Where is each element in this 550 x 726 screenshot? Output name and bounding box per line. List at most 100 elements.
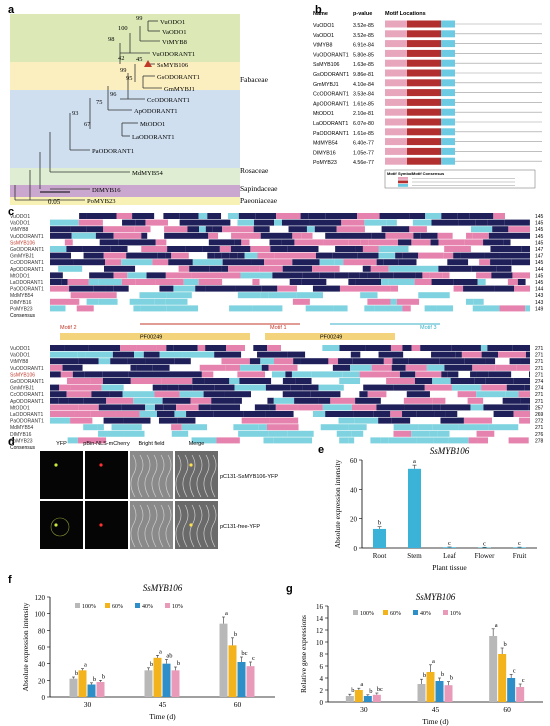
alignment-block bbox=[306, 226, 315, 233]
alignment-block bbox=[488, 437, 509, 444]
alignment-block bbox=[402, 305, 411, 312]
bar bbox=[171, 670, 180, 697]
chart-title: SsMYB106 bbox=[416, 592, 456, 602]
alignment-block bbox=[403, 351, 432, 358]
alignment-block bbox=[166, 345, 174, 351]
alignment-block bbox=[93, 305, 112, 312]
alignment-block bbox=[70, 292, 93, 299]
alignment-block bbox=[146, 272, 166, 279]
alignment-position: 147 bbox=[535, 247, 544, 253]
alignment-block bbox=[463, 417, 493, 424]
alignment-block bbox=[516, 232, 530, 239]
alignment-block bbox=[322, 404, 352, 411]
alignment-block bbox=[257, 252, 275, 259]
alignment-block bbox=[93, 285, 106, 292]
alignment-block bbox=[291, 371, 312, 378]
alignment-block bbox=[374, 305, 403, 312]
alignment-block bbox=[205, 226, 213, 233]
alignment-block bbox=[487, 219, 494, 226]
alignment-block bbox=[134, 351, 144, 358]
cell-outline bbox=[165, 504, 172, 548]
y-tick-label: 20 bbox=[38, 677, 46, 685]
alignment-position: 144 bbox=[535, 267, 544, 273]
legend-swatch bbox=[443, 610, 448, 615]
alignment-seq-name: VtMYB8 bbox=[10, 359, 29, 365]
alignment-block bbox=[513, 404, 529, 411]
significance-letter: bc bbox=[241, 650, 247, 657]
alignment-block bbox=[244, 252, 258, 259]
alignment-block bbox=[254, 404, 270, 411]
alignment-block bbox=[313, 430, 337, 437]
alignment-block bbox=[58, 265, 83, 272]
alignment-block bbox=[275, 404, 298, 411]
alignment-block bbox=[468, 259, 480, 266]
alignment-block bbox=[268, 364, 298, 371]
alignment-block bbox=[167, 384, 179, 391]
alignment-block bbox=[437, 430, 450, 437]
alignment-block bbox=[493, 411, 514, 417]
alignment-block bbox=[164, 226, 188, 233]
alignment-block bbox=[491, 272, 513, 279]
significance-letter: b bbox=[93, 676, 96, 683]
alignment-seq-name: VuODO1 bbox=[10, 346, 30, 352]
alignment-block bbox=[292, 259, 320, 266]
alignment-block bbox=[393, 424, 419, 431]
alignment-block bbox=[154, 298, 166, 305]
alignment-block bbox=[233, 298, 265, 305]
cell-outline bbox=[196, 504, 203, 548]
alignment-block bbox=[50, 265, 59, 272]
alignment-block bbox=[136, 345, 157, 351]
alignment-seq-name: GmMYBJ1 bbox=[10, 386, 34, 392]
legend-label: 10% bbox=[450, 611, 461, 617]
motif-1-box bbox=[385, 49, 407, 57]
motif-3-box bbox=[441, 157, 455, 165]
alignment-block bbox=[396, 219, 407, 226]
alignment-block bbox=[339, 285, 366, 292]
alignment-block bbox=[221, 213, 228, 219]
alignment-block bbox=[388, 437, 417, 444]
alignment-block bbox=[301, 345, 323, 351]
y-tick-label: 2 bbox=[320, 687, 324, 695]
alignment-block bbox=[90, 378, 103, 384]
alignment-block bbox=[390, 298, 397, 305]
alignment-block bbox=[432, 404, 441, 411]
motif-row-pvalue: 1.61e-85 bbox=[353, 131, 374, 137]
alignment-position: 145 bbox=[535, 227, 544, 233]
alignment-block bbox=[58, 437, 68, 444]
alignment-block bbox=[174, 358, 191, 365]
alignment-block bbox=[297, 364, 314, 371]
alignment-block bbox=[310, 391, 341, 398]
alignment-block bbox=[241, 417, 270, 424]
alignment-block bbox=[463, 285, 495, 292]
alignment-block bbox=[141, 424, 172, 431]
alignment-block bbox=[264, 298, 277, 305]
alignment-block bbox=[431, 279, 454, 285]
alignment-block bbox=[409, 226, 427, 233]
alignment-block bbox=[457, 213, 470, 219]
alignment-block bbox=[336, 430, 352, 437]
y-tick-label: 0 bbox=[42, 694, 46, 702]
motif-row-name: LaODORANT1 bbox=[313, 121, 348, 127]
tree-leaf-label: DIMYB16 bbox=[92, 187, 121, 194]
motif-row-name: CcODORANT1 bbox=[313, 92, 349, 98]
bar bbox=[417, 684, 426, 702]
significance-letter: c bbox=[252, 655, 255, 662]
alignment-block bbox=[476, 371, 489, 378]
alignment-block bbox=[511, 259, 530, 266]
bar bbox=[162, 663, 171, 697]
family-label-sapindaceae: Sapindaceae bbox=[240, 184, 278, 193]
cell-outline bbox=[182, 504, 189, 548]
bootstrap-value: 75 bbox=[96, 99, 102, 106]
alignment-block bbox=[62, 292, 71, 299]
legend-swatch bbox=[75, 603, 80, 608]
alignment-block bbox=[121, 246, 128, 252]
alignment-block bbox=[79, 213, 87, 219]
alignment-block bbox=[477, 279, 486, 285]
alignment-block bbox=[363, 384, 394, 391]
motif-header: Name bbox=[313, 11, 328, 17]
alignment-block bbox=[190, 397, 212, 404]
alignment-block bbox=[121, 404, 146, 411]
alignment-block bbox=[50, 437, 59, 444]
alignment-block bbox=[98, 430, 125, 437]
alignment-block bbox=[50, 246, 67, 252]
